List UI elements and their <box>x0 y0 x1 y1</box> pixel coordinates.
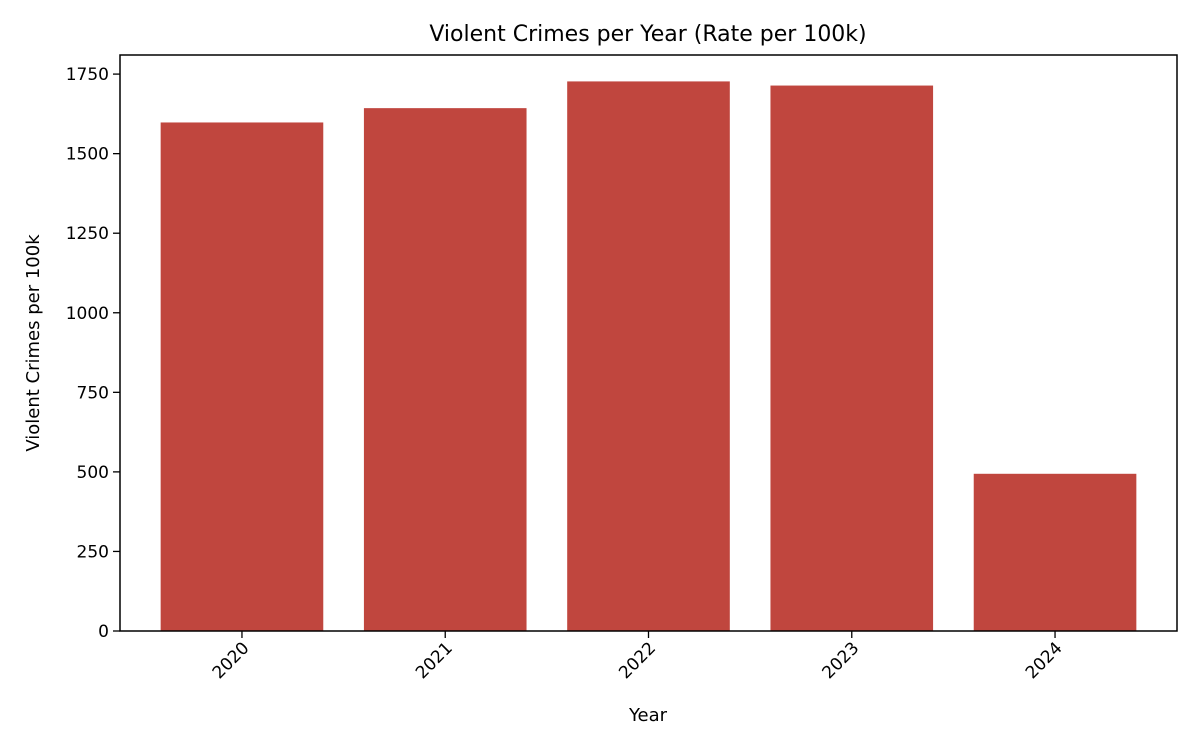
bar-group <box>160 81 1137 631</box>
y-tick-label-250: 250 <box>77 542 109 562</box>
bar-2022 <box>567 81 730 631</box>
y-tick-label-750: 750 <box>77 383 109 403</box>
y-tick-label-1250: 1250 <box>66 224 109 244</box>
chart-title: Violent Crimes per Year (Rate per 100k) <box>429 22 866 47</box>
y-tick-label-1000: 1000 <box>66 304 109 324</box>
y-tick-label-1750: 1750 <box>66 65 109 85</box>
y-tick-label-500: 500 <box>77 463 109 483</box>
x-axis-label: Year <box>628 705 668 726</box>
bar-2023 <box>770 85 934 631</box>
y-tick-label-1500: 1500 <box>66 145 109 165</box>
y-axis-ticks: 0 250 500 750 1000 1250 1500 1750 <box>66 65 120 642</box>
bar-2020 <box>160 122 324 631</box>
bar-2024 <box>973 473 1137 631</box>
y-axis-label: Violent Crimes per 100k <box>23 234 44 452</box>
plot-frame <box>119 54 1178 632</box>
bar-2021 <box>363 108 527 631</box>
y-tick-label-0: 0 <box>98 622 109 642</box>
